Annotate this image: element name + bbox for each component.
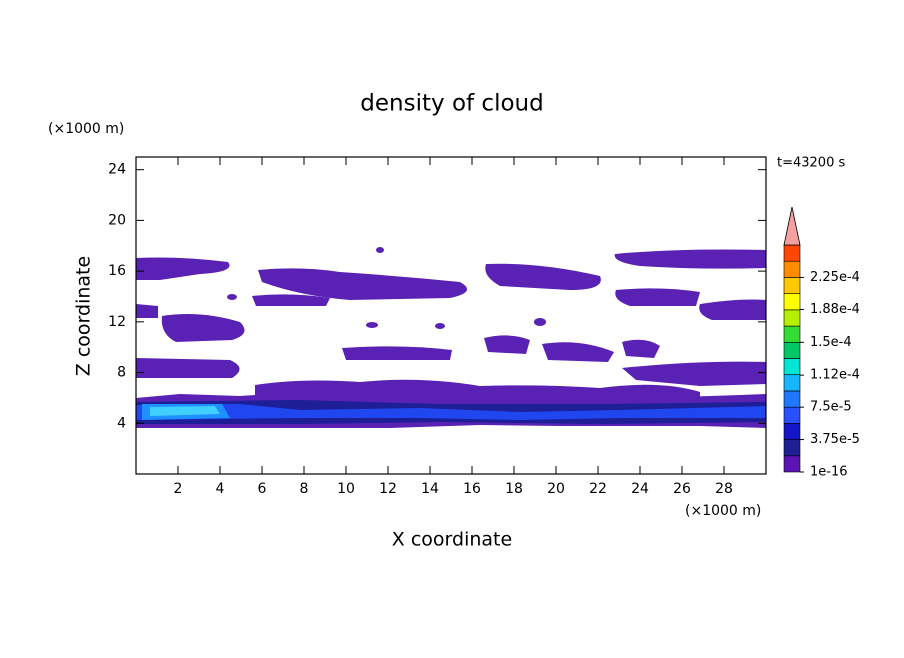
colorbar-extension (783, 206, 801, 246)
x-tick-label: 28 (715, 481, 733, 497)
x-tick-label: 12 (379, 481, 397, 497)
colorbar-band (783, 390, 801, 408)
x-axis-title: X coordinate (392, 529, 512, 551)
cloud-region (615, 288, 700, 306)
colorbar-band (783, 325, 801, 343)
x-tick-label: 20 (547, 481, 565, 497)
cloud-region (252, 294, 330, 306)
cloud-region (534, 318, 546, 326)
y-tick-label: 8 (117, 365, 126, 381)
x-tick-label: 14 (421, 481, 439, 497)
x-tick-label: 10 (337, 481, 355, 497)
x-unit: (×1000 m) (685, 503, 761, 519)
cloud-region (614, 249, 766, 269)
cloud-region (227, 294, 237, 300)
cloud-region (376, 247, 384, 253)
x-tick-label: 26 (673, 481, 691, 497)
colorbar-band (783, 423, 801, 440)
cloud-region (484, 335, 530, 354)
colorbar-label: 1.12e-4 (810, 368, 860, 383)
cloud-region (366, 322, 378, 328)
y-tick-label: 12 (108, 314, 126, 330)
cloud-region (136, 358, 240, 378)
x-tick-label: 6 (258, 481, 267, 497)
y-tick-label: 16 (108, 263, 126, 279)
colorbar-label: 2.25e-4 (810, 270, 860, 285)
contour-field (136, 247, 766, 428)
cloud-region (699, 299, 766, 320)
colorbar-label: 1.88e-4 (810, 302, 860, 317)
cloud-region (161, 314, 245, 342)
cloud-region (622, 339, 660, 358)
plot-frame (135, 156, 767, 475)
colorbar-label: 1.5e-4 (810, 335, 852, 350)
x-tick-label: 4 (216, 481, 225, 497)
colorbar-label: 7.5e-5 (810, 400, 852, 415)
colorbar-band (783, 455, 801, 473)
cloud-core (150, 406, 220, 416)
x-tick-label: 22 (589, 481, 607, 497)
colorbar-band (783, 277, 801, 294)
cloud-region (622, 361, 766, 386)
x-tick-label: 2 (174, 481, 183, 497)
cloud-region (136, 304, 158, 318)
colorbar-band (783, 341, 801, 359)
x-tick-label: 18 (505, 481, 523, 497)
cloud-region (342, 346, 452, 360)
chart-title: density of cloud (360, 91, 543, 117)
colorbar-band (783, 406, 801, 424)
cloud-region (255, 379, 700, 404)
y-tick-label: 4 (117, 415, 126, 431)
colorbar-band (783, 260, 801, 278)
cloud-region (542, 342, 614, 362)
colorbar-band (783, 358, 801, 376)
x-tick-label: 8 (300, 481, 309, 497)
cloud-region (435, 323, 445, 329)
colorbar-band (783, 309, 801, 327)
colorbar-band (783, 244, 801, 262)
x-tick-label: 16 (463, 481, 481, 497)
y-tick-label: 24 (108, 162, 126, 178)
colorbar-label: 3.75e-5 (810, 432, 860, 447)
colorbar-band (783, 374, 801, 392)
cloud-core (136, 404, 766, 420)
cloud-region (136, 257, 230, 280)
y-axis-title: Z coordinate (73, 256, 95, 376)
x-tick-label: 24 (631, 481, 649, 497)
cloud-region (485, 263, 601, 290)
y-unit: (×1000 m) (48, 121, 124, 137)
colorbar-band (783, 293, 801, 311)
y-tick-label: 20 (108, 212, 126, 228)
time-annotation: t=43200 s (777, 156, 845, 171)
cloud-region (258, 268, 468, 300)
colorbar-label: 1e-16 (810, 465, 848, 480)
colorbar-band (783, 439, 801, 457)
